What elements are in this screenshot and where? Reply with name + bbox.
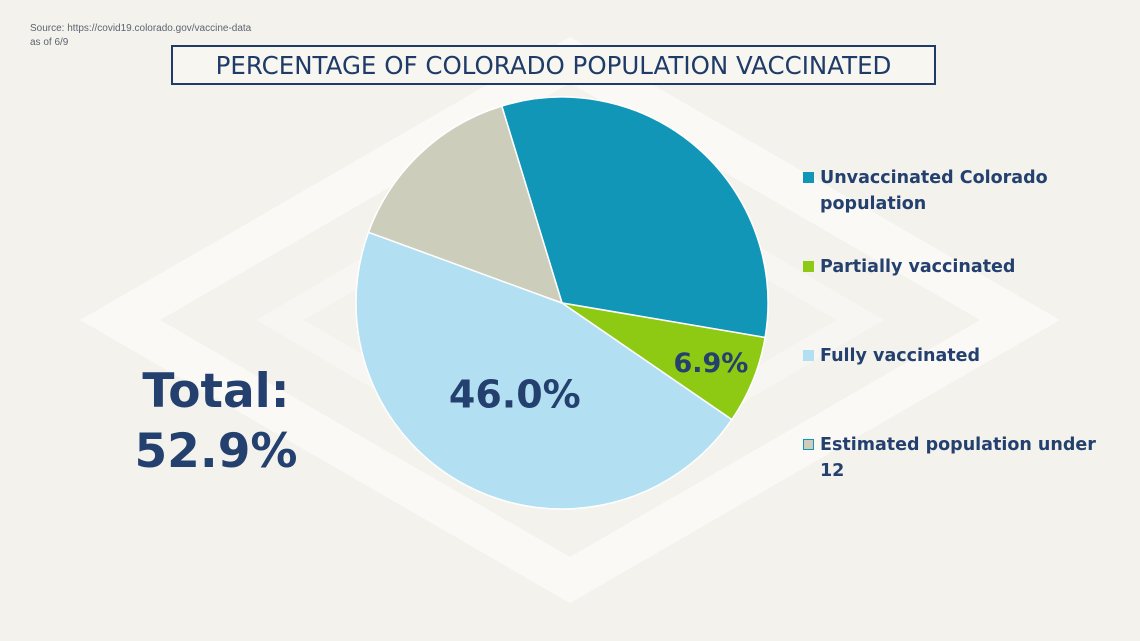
total-value: 52.9% <box>134 424 298 479</box>
legend-swatch-partially-vaccinated <box>803 261 814 272</box>
legend-label-fully-vaccinated: Fully vaccinated <box>820 346 981 366</box>
data-label-fully-vaccinated: 46.0% <box>449 373 581 417</box>
pie-slice-under-12 <box>367 105 564 305</box>
pie-slice-unvaccinated <box>500 96 769 339</box>
legend-swatch-fully-vaccinated <box>803 350 814 361</box>
source-note: Source: https://covid19.colorado.gov/vac… <box>30 22 251 50</box>
source-url: Source: https://covid19.colorado.gov/vac… <box>30 23 252 34</box>
chart-title: PERCENTAGE OF COLORADO POPULATION VACCIN… <box>215 50 892 80</box>
legend-item-under-12: Estimated population under 12 <box>803 432 1110 484</box>
total-label: Total: <box>142 364 290 419</box>
legend-swatch-unvaccinated <box>803 172 814 183</box>
source-date: as of 6/9 <box>30 37 69 48</box>
chart-title-box: PERCENTAGE OF COLORADO POPULATION VACCIN… <box>171 45 936 85</box>
total-vaccinated: Total: 52.9% <box>118 362 314 482</box>
legend-label-partially-vaccinated: Partially vaccinated <box>820 257 1016 277</box>
legend-label-unvaccinated: Unvaccinated Colorado population <box>820 168 1048 214</box>
pie-slice-fully-vaccinated <box>355 231 733 510</box>
data-label-partially-vaccinated: 6.9% <box>673 348 748 379</box>
legend-item-partially-vaccinated: Partially vaccinated <box>803 254 1110 280</box>
legend-item-fully-vaccinated: Fully vaccinated <box>803 343 1110 369</box>
legend-swatch-under-12 <box>803 439 814 450</box>
legend-label-under-12: Estimated population under 12 <box>820 435 1096 481</box>
legend-item-unvaccinated: Unvaccinated Colorado population <box>803 165 1110 217</box>
